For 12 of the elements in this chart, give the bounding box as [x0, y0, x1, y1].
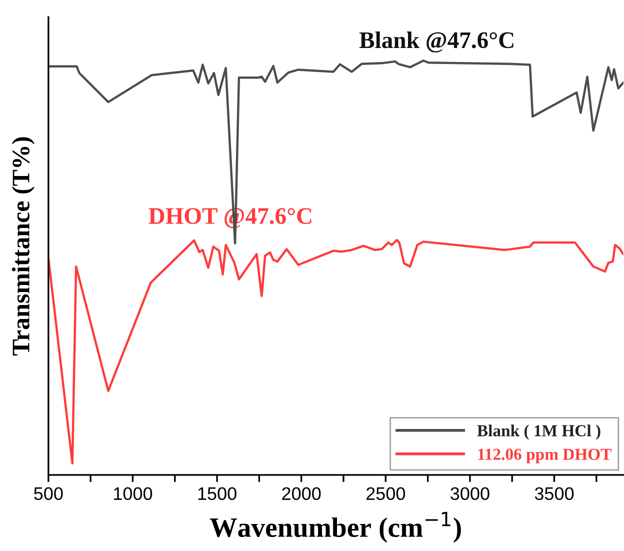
x-tick-label: 2000 — [282, 487, 321, 500]
x-tick-label: 3000 — [450, 487, 490, 500]
text: Blank @47.6°C — [359, 32, 514, 52]
x-axis-title: Wavenumber (cm$^{−1}$) — [210, 512, 461, 543]
x-tick-label: 500 — [34, 487, 63, 500]
x-tick-label: 1000 — [114, 487, 152, 500]
x-tick-label: 3500 — [534, 487, 574, 500]
y-axis-title: Transmittance (T%) — [12, 137, 35, 356]
legend-label: Blank ( 1M HCl ) — [477, 424, 600, 440]
legend-label: 112.06 ppm DHOT — [478, 448, 612, 464]
x-tick-label: 1500 — [198, 487, 236, 500]
x-tick-label: 2500 — [366, 487, 406, 500]
